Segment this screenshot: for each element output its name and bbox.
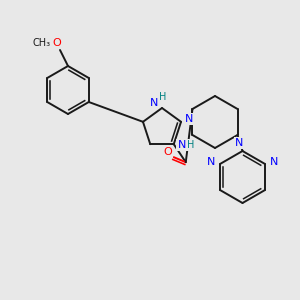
Text: H: H [187, 140, 194, 150]
Text: N: N [270, 157, 278, 167]
Text: N: N [207, 157, 215, 167]
Text: H: H [159, 92, 167, 102]
Text: N: N [178, 140, 186, 150]
Text: O: O [52, 38, 62, 48]
Text: O: O [164, 147, 172, 157]
Text: N: N [150, 98, 158, 108]
Text: N: N [235, 138, 244, 148]
Text: N: N [185, 114, 193, 124]
Text: CH₃: CH₃ [33, 38, 51, 48]
